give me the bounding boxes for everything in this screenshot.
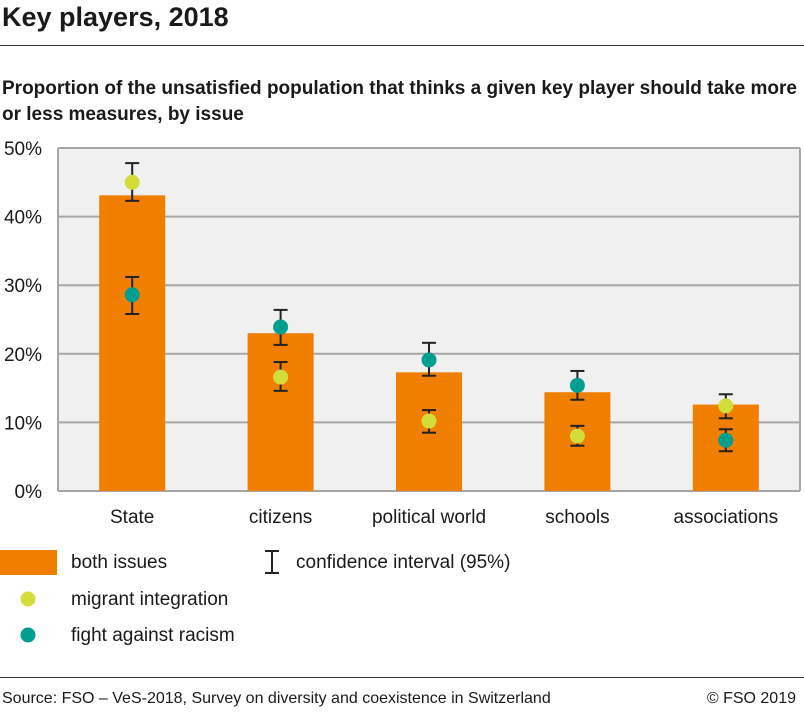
y-tick-label: 40% bbox=[4, 208, 42, 229]
point-fight-against-racism bbox=[421, 352, 437, 368]
point-fight-against-racism bbox=[718, 432, 734, 448]
bar-State bbox=[99, 195, 166, 492]
point-migrant-integration bbox=[569, 428, 585, 444]
point-migrant-integration bbox=[273, 369, 289, 385]
x-tick-label: associations bbox=[674, 507, 779, 528]
y-tick-label: 0% bbox=[15, 482, 43, 503]
legend-fight-against-racism: fight against racism bbox=[71, 625, 235, 646]
legend-swatch-bar bbox=[0, 550, 57, 575]
divider bbox=[0, 45, 804, 46]
legend-swatch-migrant bbox=[20, 591, 36, 607]
divider bbox=[0, 677, 804, 678]
legend-confidence-interval: confidence interval (95%) bbox=[296, 552, 511, 573]
legend-swatch-racism bbox=[20, 627, 36, 643]
y-tick-label: 20% bbox=[4, 345, 42, 366]
copyright: © FSO 2019 bbox=[706, 690, 796, 707]
y-tick-label: 30% bbox=[4, 276, 42, 297]
y-tick-label: 10% bbox=[4, 413, 42, 434]
source-note: Source: FSO – VeS-2018, Survey on divers… bbox=[2, 690, 551, 707]
x-tick-label: political world bbox=[372, 507, 486, 528]
point-fight-against-racism bbox=[569, 377, 585, 393]
chart-title: Key players, 2018 bbox=[2, 2, 229, 32]
x-tick-label: State bbox=[110, 507, 154, 528]
legend-migrant-integration: migrant integration bbox=[71, 589, 229, 610]
point-fight-against-racism bbox=[273, 319, 289, 335]
point-migrant-integration bbox=[718, 398, 734, 414]
x-tick-label: citizens bbox=[249, 507, 312, 528]
chart-subtitle: Proportion of the unsatisfied population… bbox=[2, 78, 797, 125]
point-migrant-integration bbox=[124, 174, 140, 190]
x-tick-label: schools bbox=[545, 507, 609, 528]
point-migrant-integration bbox=[421, 413, 437, 429]
legend-both-issues: both issues bbox=[71, 552, 168, 573]
bar-citizens bbox=[247, 333, 314, 491]
point-fight-against-racism bbox=[124, 287, 140, 303]
y-tick-label: 50% bbox=[4, 139, 42, 160]
